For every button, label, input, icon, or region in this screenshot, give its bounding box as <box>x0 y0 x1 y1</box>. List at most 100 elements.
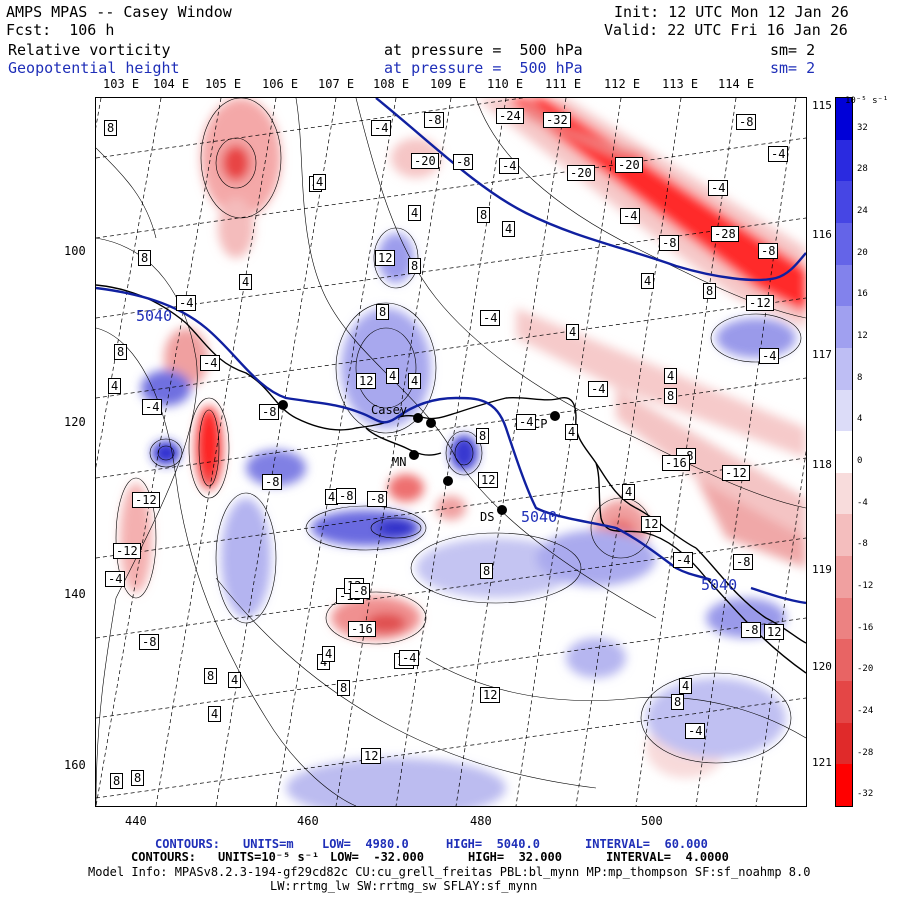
footer-contour1-low: LOW= 4980.0 <box>322 837 409 851</box>
footer-contour1-units: UNITS=m <box>243 837 294 851</box>
colorbar-label-16: -32 <box>857 789 874 800</box>
vorticity-label: 4 <box>325 489 339 505</box>
field2-level: at pressure = 500 hPa <box>384 59 583 77</box>
top-lon-label-11: 114 E <box>718 77 755 91</box>
shade-west-blue-core <box>152 441 180 465</box>
vorticity-label: -4 <box>620 208 641 224</box>
vorticity-label: 8 <box>131 770 145 786</box>
height-label-1: 5040 <box>136 307 173 325</box>
vorticity-label: -32 <box>543 112 571 128</box>
station-dot-cp <box>550 411 560 421</box>
vorticity-label: 12 <box>764 624 785 640</box>
x-tick-0: 440 <box>125 814 147 828</box>
colorbar-label-13: -20 <box>857 664 874 675</box>
colorbar-label-15: -28 <box>857 747 874 758</box>
shade-bottom-blue <box>286 758 506 806</box>
y-tick-1: 120 <box>64 415 86 429</box>
field1-level: at pressure = 500 hPa <box>384 41 583 59</box>
shade-south-red-core <box>366 613 406 633</box>
station-label-cp: CP <box>533 417 548 431</box>
top-lon-label-8: 111 E <box>545 77 582 91</box>
station-dot-2 <box>426 418 436 428</box>
footer-contour1-label: CONTOURS: <box>155 837 221 851</box>
shade-south-blue <box>311 510 421 546</box>
vorticity-label: 4 <box>565 424 579 440</box>
vorticity-label: 4 <box>228 672 242 688</box>
field2-smooth: sm= 2 <box>770 59 816 77</box>
shade-se-blue2 <box>536 530 656 586</box>
shade-nw-core <box>222 145 250 181</box>
vorticity-label: 4 <box>408 373 422 389</box>
field1-smooth: sm= 2 <box>770 41 816 59</box>
top-lon-label-6: 109 E <box>430 77 467 91</box>
y-tick-0: 100 <box>64 244 86 258</box>
vorticity-label: -16 <box>662 455 690 471</box>
vorticity-label: -4 <box>480 310 501 326</box>
vorticity-label: 8 <box>337 680 351 696</box>
vorticity-label: -16 <box>348 621 376 637</box>
vorticity-label: 4 <box>664 368 678 384</box>
vorticity-label: 8 <box>104 120 118 136</box>
footer-contour1-interval: INTERVAL= 60.000 <box>585 837 708 851</box>
vorticity-label: 8 <box>110 773 124 789</box>
colorbar-label-5: 12 <box>857 331 868 342</box>
vorticity-label: -4 <box>768 146 789 162</box>
colorbar-label-9: -4 <box>857 497 868 508</box>
vorticity-label: 8 <box>114 344 128 360</box>
vorticity-shading <box>120 98 806 806</box>
colorbar-swatch-8 <box>836 431 852 474</box>
colorbar-swatch-16 <box>836 764 852 807</box>
shade-nw-2 <box>218 198 254 258</box>
vorticity-label: -4 <box>685 723 706 739</box>
colorbar-swatch-11 <box>836 556 852 599</box>
vorticity-label: -8 <box>262 474 283 490</box>
vorticity-label: -8 <box>453 154 474 170</box>
colorbar-swatch-1 <box>836 139 852 182</box>
vorticity-label: -28 <box>711 226 739 242</box>
vorticity-label: -20 <box>615 157 643 173</box>
colorbar-swatch-4 <box>836 264 852 307</box>
colorbar-label-10: -8 <box>857 539 868 550</box>
plot-title: AMPS MPAS -- Casey Window <box>6 3 232 21</box>
shade-sw-red <box>120 483 152 593</box>
top-lon-label-10: 113 E <box>662 77 699 91</box>
vorticity-label: 8 <box>477 207 491 223</box>
colorbar-swatch-6 <box>836 347 852 391</box>
vorticity-label: 8 <box>476 428 490 444</box>
shade-ne-band-core <box>506 98 806 313</box>
colorbar-swatch-5 <box>836 306 852 349</box>
top-lon-label-0: 103 E <box>103 77 140 91</box>
shade-east-blue-core <box>450 435 478 471</box>
x-tick-1: 460 <box>297 814 319 828</box>
vorticity-label: 8 <box>138 250 152 266</box>
footer-contour2-label: CONTOURS: <box>131 850 197 864</box>
vorticity-label: 8 <box>408 258 422 274</box>
footer-contour2-high: HIGH= 32.000 <box>468 850 562 864</box>
colorbar-unit: 10⁻⁵ s⁻¹ <box>845 96 889 106</box>
vorticity-label: 4 <box>386 368 400 384</box>
shade-east-band1 <box>516 308 806 458</box>
vorticity-label: -4 <box>499 158 520 174</box>
vorticity-label: -4 <box>708 180 729 196</box>
station-markers <box>278 400 560 515</box>
vorticity-label: -8 <box>336 488 357 504</box>
field1-name: Relative vorticity <box>8 41 171 59</box>
vorticity-label: 8 <box>703 283 717 299</box>
footer-contour2-units: UNITS=10⁻⁵ s⁻¹ <box>218 850 320 864</box>
vorticity-label: -4 <box>200 355 221 371</box>
vorticity-label: -20 <box>411 153 439 169</box>
colorbar-label-0: 32 <box>857 122 868 133</box>
station-label-mn: MN <box>392 455 407 469</box>
shade-sw-blue <box>221 498 271 618</box>
colorbar <box>835 97 853 807</box>
vorticity-label: 4 <box>679 678 693 694</box>
colorbar-swatch-15 <box>836 722 852 765</box>
shade-ne-band-outer <box>476 98 806 328</box>
top-lon-label-5: 108 E <box>373 77 410 91</box>
vorticity-label: 8 <box>664 388 678 404</box>
vorticity-label: -8 <box>733 554 754 570</box>
footer-model-info-2: LW:rrtmg_lw SW:rrtmg_sw SFLAY:sf_mynn <box>270 879 538 893</box>
shade-east-band3 <box>696 478 806 568</box>
vorticity-label: -8 <box>659 235 680 251</box>
vorticity-label: 12 <box>375 250 396 266</box>
